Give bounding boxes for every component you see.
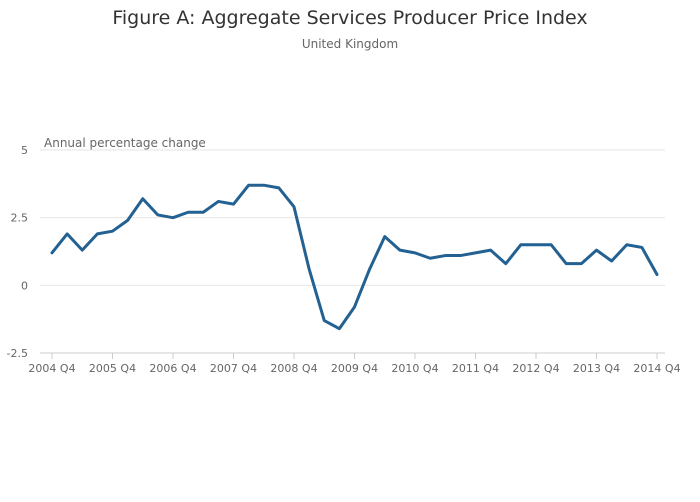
x-tick-label: 2012 Q4: [512, 362, 559, 375]
data-point: [49, 250, 55, 256]
data-point: [155, 212, 161, 218]
data-point: [261, 182, 267, 188]
y-tick-label: 0: [21, 279, 28, 292]
chart-title: Figure A: Aggregate Services Producer Pr…: [112, 7, 587, 29]
data-point: [624, 242, 630, 248]
data-point: [185, 209, 191, 215]
data-point: [276, 185, 282, 191]
series-line: [50, 183, 659, 331]
data-point: [533, 242, 539, 248]
data-point: [457, 253, 463, 259]
x-tick-label: 2004 Q4: [28, 362, 75, 375]
y-axis-label: Annual percentage change: [44, 136, 206, 150]
y-tick-label: 5: [21, 144, 28, 157]
data-point: [397, 247, 403, 253]
data-point: [291, 204, 297, 210]
data-point: [170, 215, 176, 221]
data-point: [125, 217, 131, 223]
data-point: [231, 201, 237, 207]
x-tick-label: 2013 Q4: [573, 362, 620, 375]
x-tick-label: 2006 Q4: [149, 362, 196, 375]
y-axis-ticks: 5 2.5 0 -2.5: [7, 144, 28, 360]
data-point: [79, 247, 85, 253]
data-point: [200, 209, 206, 215]
data-point: [503, 261, 509, 267]
data-point: [654, 272, 660, 278]
gridlines: [40, 149, 665, 286]
data-point: [336, 326, 342, 332]
data-point: [488, 247, 494, 253]
data-point: [94, 231, 100, 237]
data-point: [473, 250, 479, 256]
data-point: [548, 242, 554, 248]
data-point: [64, 231, 70, 237]
data-point: [412, 250, 418, 256]
x-tick-label: 2007 Q4: [210, 362, 257, 375]
data-point: [215, 198, 221, 204]
chart-subtitle: United Kingdom: [302, 37, 398, 51]
data-point: [518, 242, 524, 248]
data-point: [140, 196, 146, 202]
x-tick-label: 2011 Q4: [452, 362, 499, 375]
data-point: [367, 266, 373, 272]
data-point: [639, 244, 645, 250]
y-tick-label: 2.5: [11, 212, 29, 225]
data-point: [594, 247, 600, 253]
data-point: [110, 228, 116, 234]
data-point: [382, 234, 388, 240]
x-axis-ticks: 2004 Q4 2005 Q4 2006 Q4 2007 Q4 2008 Q4 2009 …: [28, 353, 681, 375]
x-tick-label: 2005 Q4: [89, 362, 136, 375]
data-point: [352, 304, 358, 310]
data-points: [49, 182, 660, 331]
x-tick-label: 2008 Q4: [270, 362, 317, 375]
data-point: [321, 318, 327, 324]
data-point: [246, 182, 252, 188]
data-point: [427, 255, 433, 261]
y-tick-label: -2.5: [7, 347, 28, 360]
x-tick-label: 2010 Q4: [391, 362, 438, 375]
data-point: [306, 266, 312, 272]
x-tick-label: 2009 Q4: [331, 362, 378, 375]
data-point: [442, 253, 448, 259]
data-point: [563, 261, 569, 267]
data-point: [609, 258, 615, 264]
data-point: [578, 261, 584, 267]
x-tick-label: 2014 Q4: [633, 362, 680, 375]
